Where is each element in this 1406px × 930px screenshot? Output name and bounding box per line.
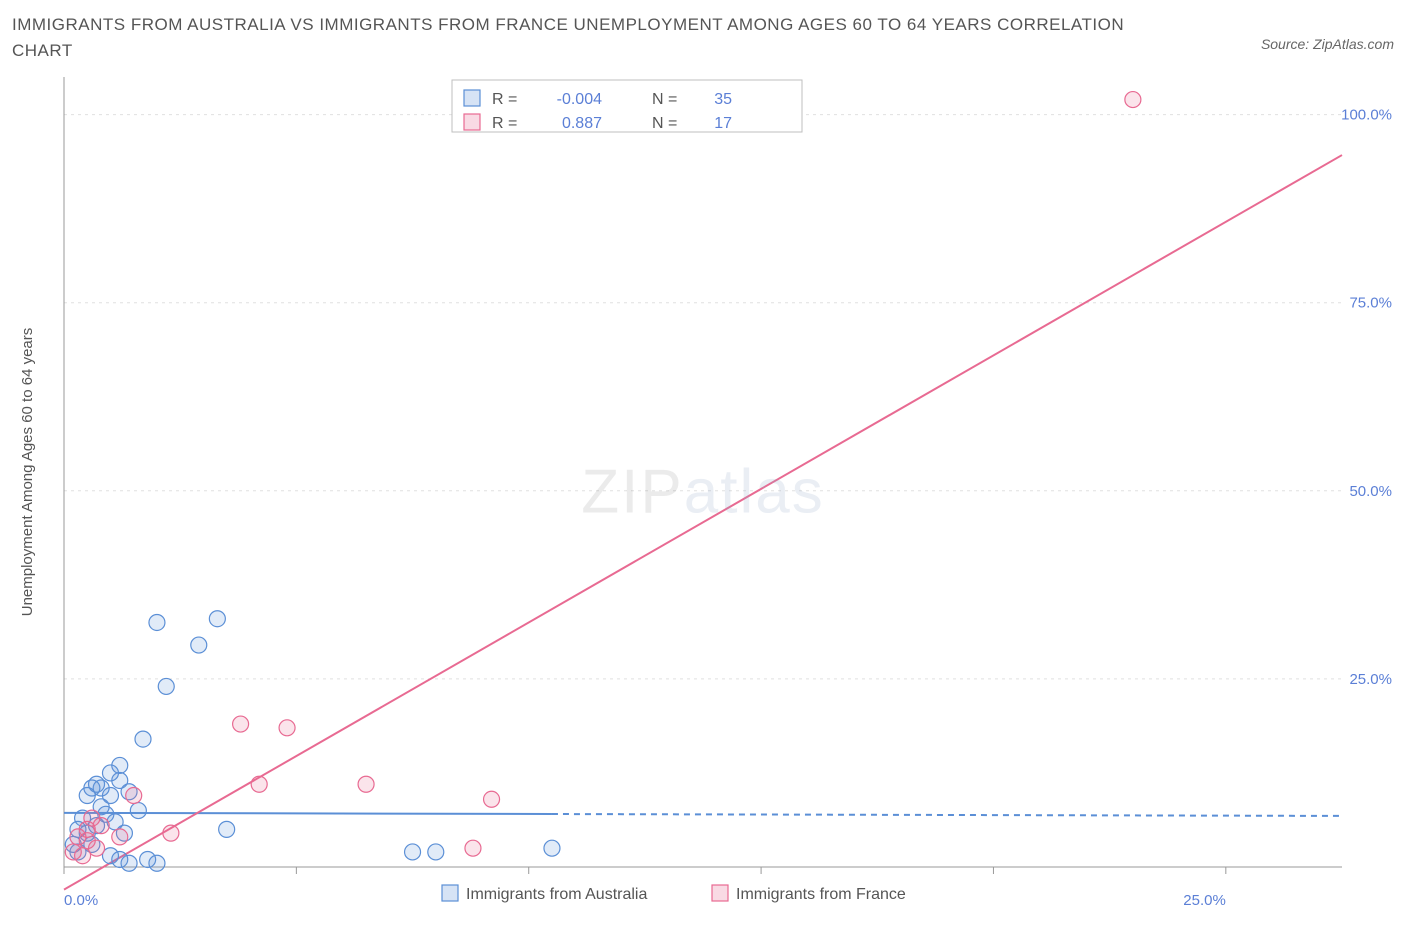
svg-text:25.0%: 25.0% <box>1349 671 1392 688</box>
correlation-scatter-chart: 0.0% 25.0% 25.0% 50.0% 75.0% 100.0% Unemployme… <box>12 67 1394 917</box>
svg-text:25.0%: 25.0% <box>1183 892 1226 909</box>
svg-text:-0.004: -0.004 <box>557 91 602 108</box>
svg-text:Immigrants from France: Immigrants from France <box>736 886 906 903</box>
svg-text:100.0%: 100.0% <box>1341 107 1392 124</box>
chart-container: 0.0% 25.0% 25.0% 50.0% 75.0% 100.0% Unemployme… <box>12 67 1394 917</box>
svg-text:35: 35 <box>714 91 732 108</box>
svg-text:R =: R = <box>492 91 517 108</box>
svg-text:75.0%: 75.0% <box>1349 295 1392 312</box>
svg-text:0.0%: 0.0% <box>64 892 98 909</box>
svg-text:50.0%: 50.0% <box>1349 483 1392 500</box>
source-attribution: Source: ZipAtlas.com <box>1261 36 1394 52</box>
chart-title: IMMIGRANTS FROM AUSTRALIA VS IMMIGRANTS … <box>12 12 1132 63</box>
svg-text:17: 17 <box>714 115 732 132</box>
svg-text:0.887: 0.887 <box>562 115 602 132</box>
svg-text:Unemployment Among Ages 60 to: Unemployment Among Ages 60 to 64 years <box>19 328 36 617</box>
svg-text:R =: R = <box>492 115 517 132</box>
svg-text:N =: N = <box>652 91 677 108</box>
svg-text:N =: N = <box>652 115 677 132</box>
svg-text:Immigrants from Australia: Immigrants from Australia <box>466 886 647 903</box>
